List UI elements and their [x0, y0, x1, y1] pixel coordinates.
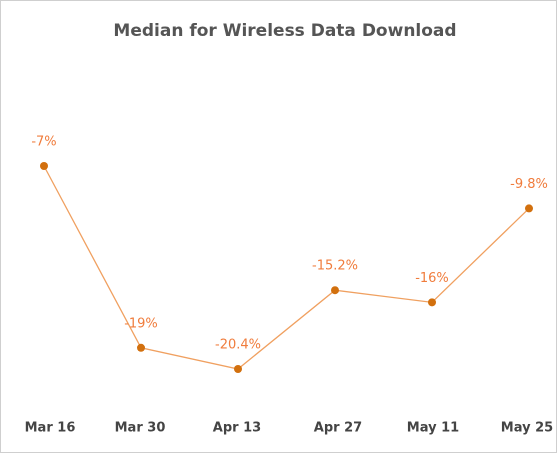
line — [43, 165, 530, 370]
x-tick-label: Mar 30 — [115, 421, 166, 436]
chart-title: Median for Wireless Data Download — [113, 21, 456, 41]
data-label: -20.4% — [215, 338, 261, 353]
data-label: -7% — [31, 135, 56, 150]
data-label: -19% — [124, 316, 158, 331]
point — [234, 365, 242, 373]
point — [428, 298, 436, 307]
point — [331, 286, 339, 295]
point — [137, 343, 145, 352]
x-tick-label: Apr 27 — [314, 421, 362, 436]
data-label: -16% — [415, 271, 449, 286]
x-tick-label: Mar 16 — [25, 421, 76, 436]
point — [525, 204, 533, 213]
x-tick-label: May 11 — [407, 421, 459, 436]
x-tick-label: May 25 — [501, 421, 553, 436]
x-tick-label: Apr 13 — [213, 421, 261, 436]
point — [40, 162, 48, 170]
data-label: -9.8% — [510, 177, 548, 192]
data-label: -15.2% — [312, 259, 358, 274]
